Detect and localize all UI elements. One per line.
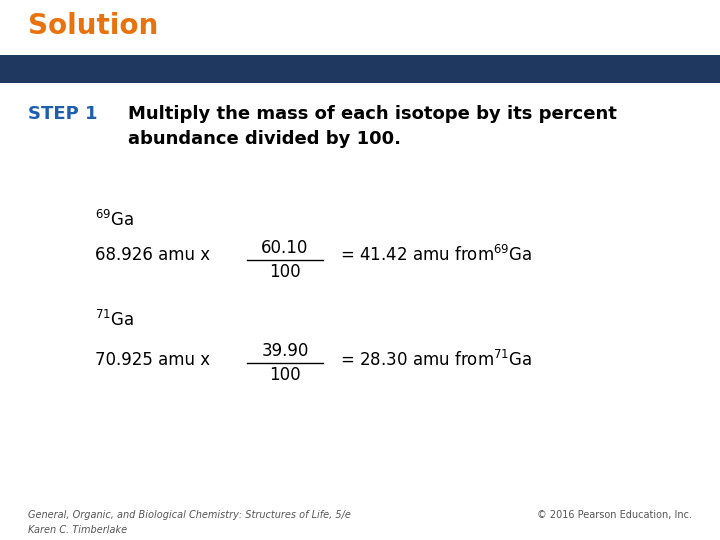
Text: Solution: Solution [28, 12, 158, 40]
Text: 60.10: 60.10 [261, 239, 309, 257]
Text: © 2016 Pearson Education, Inc.: © 2016 Pearson Education, Inc. [537, 510, 692, 520]
Text: 100: 100 [269, 366, 301, 384]
Text: = 41.42 amu from$^{69}$Ga: = 41.42 amu from$^{69}$Ga [340, 245, 532, 265]
Text: 39.90: 39.90 [261, 342, 309, 360]
Bar [0, 55, 720, 83]
Text: 68.926 amu x: 68.926 amu x [95, 246, 210, 264]
Text: $^{71}$Ga: $^{71}$Ga [95, 310, 134, 330]
Text: = 28.30 amu from$^{71}$Ga: = 28.30 amu from$^{71}$Ga [340, 350, 532, 370]
Text: $^{69}$Ga: $^{69}$Ga [95, 210, 134, 230]
Text: 100: 100 [269, 263, 301, 281]
Text: Multiply the mass of each isotope by its percent
abundance divided by 100.: Multiply the mass of each isotope by its… [128, 105, 617, 148]
Text: STEP 1: STEP 1 [28, 105, 97, 123]
Text: 70.925 amu x: 70.925 amu x [95, 351, 210, 369]
Text: General, Organic, and Biological Chemistry: Structures of Life, 5/e
Karen C. Tim: General, Organic, and Biological Chemist… [28, 510, 351, 535]
